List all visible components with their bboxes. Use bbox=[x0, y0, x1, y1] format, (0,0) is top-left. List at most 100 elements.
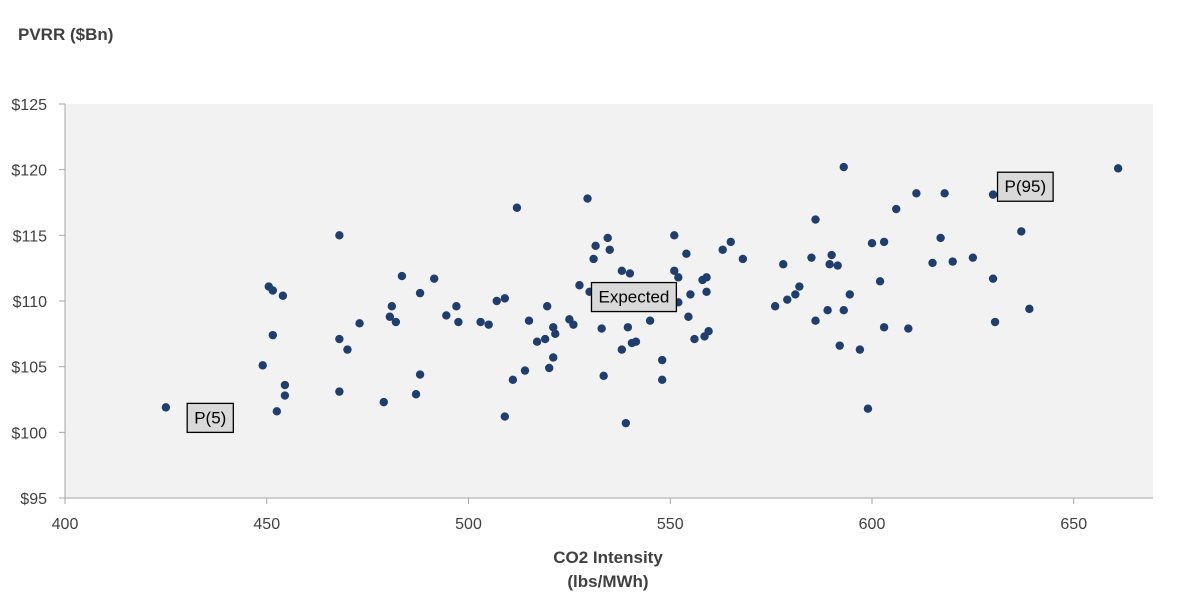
data-point bbox=[795, 282, 804, 291]
data-point bbox=[912, 189, 921, 198]
y-tick-label: $120 bbox=[11, 163, 47, 180]
data-point bbox=[835, 341, 844, 350]
data-point bbox=[605, 245, 614, 254]
data-point bbox=[591, 241, 600, 251]
data-point bbox=[268, 330, 278, 340]
data-point bbox=[1017, 227, 1026, 236]
data-point bbox=[542, 302, 552, 311]
annotations: P(5) Expected P(95) bbox=[186, 171, 1054, 434]
y-axis-title: PVRR ($Bn) bbox=[18, 25, 113, 44]
x-axis-title-line1: CO2 Intensity bbox=[553, 548, 663, 567]
data-point bbox=[258, 361, 267, 370]
data-point bbox=[867, 239, 877, 248]
data-point bbox=[990, 317, 1000, 327]
data-point bbox=[335, 334, 344, 344]
data-point bbox=[948, 257, 957, 266]
data-point bbox=[397, 271, 407, 281]
data-point bbox=[589, 254, 598, 264]
y-tick-label: $115 bbox=[13, 228, 48, 245]
data-point bbox=[597, 324, 606, 333]
data-point bbox=[684, 312, 693, 321]
data-point bbox=[845, 290, 855, 299]
data-point bbox=[549, 353, 558, 362]
data-point bbox=[415, 370, 425, 379]
data-point bbox=[670, 266, 679, 275]
data-point bbox=[621, 418, 631, 428]
data-point bbox=[702, 273, 711, 282]
data-point bbox=[500, 294, 510, 303]
data-point bbox=[879, 237, 889, 247]
data-point bbox=[161, 403, 171, 412]
data-point bbox=[583, 194, 592, 203]
y-tick-label: $125 bbox=[11, 97, 47, 114]
data-point bbox=[833, 261, 842, 270]
data-point bbox=[575, 281, 584, 290]
data-point bbox=[623, 323, 633, 332]
data-point bbox=[940, 189, 949, 198]
data-point bbox=[839, 305, 848, 315]
data-point bbox=[811, 316, 820, 325]
data-point bbox=[702, 287, 711, 297]
data-point bbox=[863, 404, 873, 413]
data-point bbox=[1113, 164, 1123, 173]
x-tick-label: 600 bbox=[859, 516, 886, 533]
data-point bbox=[508, 375, 518, 384]
data-point bbox=[783, 295, 792, 304]
data-point bbox=[454, 317, 463, 327]
data-point bbox=[875, 277, 885, 286]
data-point bbox=[892, 204, 901, 214]
data-point bbox=[268, 286, 278, 295]
data-point bbox=[968, 253, 978, 262]
data-point bbox=[631, 337, 641, 346]
data-point bbox=[791, 290, 800, 299]
x-tick-label: 400 bbox=[52, 516, 79, 533]
data-point bbox=[936, 233, 945, 243]
data-point bbox=[335, 387, 344, 396]
y-axis: $95 $100 $105 $110 $115 $120 $125 bbox=[11, 97, 66, 508]
data-point bbox=[603, 233, 612, 243]
data-point bbox=[718, 245, 727, 254]
data-point bbox=[484, 320, 493, 329]
data-point bbox=[280, 380, 290, 390]
x-axis-title-line2: (lbs/MWh) bbox=[567, 572, 648, 591]
data-point bbox=[569, 320, 578, 329]
data-point bbox=[1025, 304, 1034, 314]
data-point bbox=[476, 317, 485, 327]
data-point bbox=[379, 397, 388, 407]
data-point bbox=[928, 258, 937, 268]
data-point bbox=[657, 375, 667, 384]
data-point bbox=[391, 317, 401, 327]
data-point bbox=[335, 231, 344, 240]
data-point bbox=[657, 355, 667, 365]
y-tick-label: $105 bbox=[11, 360, 47, 377]
data-point bbox=[387, 302, 397, 311]
data-point bbox=[779, 260, 788, 269]
data-point bbox=[617, 266, 627, 275]
data-point bbox=[879, 323, 889, 332]
data-point bbox=[988, 190, 998, 199]
annotation-callout: P(95) bbox=[996, 171, 1054, 202]
annotation-callout: P(5) bbox=[186, 402, 234, 434]
data-point bbox=[674, 273, 683, 282]
data-point bbox=[839, 162, 848, 172]
annotation-callout: Expected bbox=[590, 281, 678, 313]
data-point bbox=[532, 337, 542, 346]
x-tick-label: 450 bbox=[253, 516, 280, 533]
data-point bbox=[807, 253, 816, 262]
data-point bbox=[551, 329, 560, 339]
data-point bbox=[823, 305, 832, 315]
data-point bbox=[904, 324, 913, 333]
x-tick-label: 500 bbox=[455, 516, 482, 533]
data-point bbox=[770, 302, 780, 311]
annotation-box bbox=[996, 171, 1054, 202]
data-point bbox=[278, 291, 288, 300]
data-point bbox=[272, 407, 282, 416]
data-point bbox=[520, 366, 530, 375]
data-point bbox=[726, 237, 735, 247]
y-tick-label: $95 bbox=[20, 491, 47, 508]
data-point bbox=[670, 231, 679, 240]
annotation-box bbox=[590, 281, 678, 313]
data-point bbox=[343, 345, 352, 354]
data-point bbox=[492, 296, 501, 306]
data-point bbox=[988, 274, 998, 283]
